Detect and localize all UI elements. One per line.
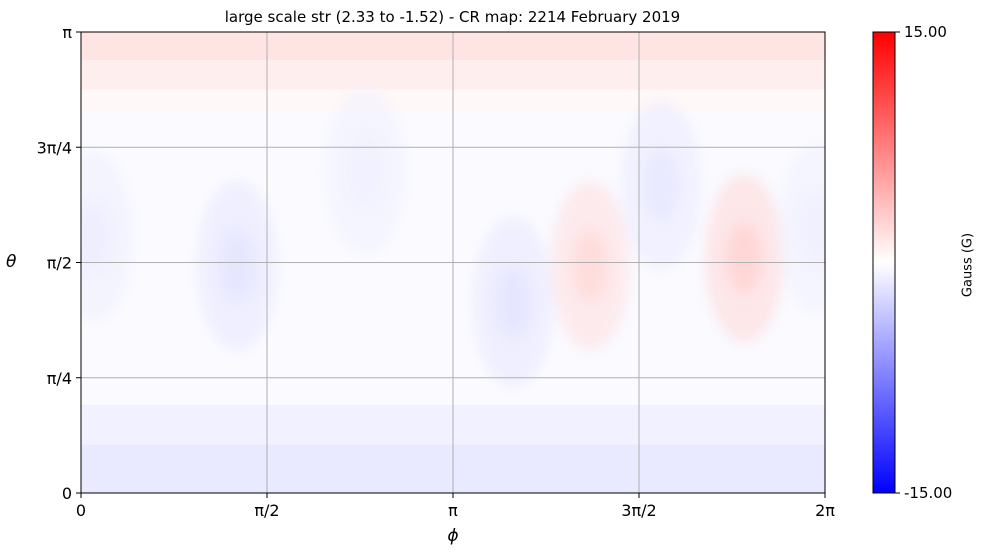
x-tick-label-2: π <box>448 501 458 520</box>
y-tick-label-2: π/2 <box>47 254 72 273</box>
y-tick-label-3: 3π/4 <box>37 138 72 157</box>
y-tick-label-1: π/4 <box>47 369 72 388</box>
chart-title: large scale str (2.33 to -1.52) - CR map… <box>224 8 681 26</box>
colorbar-min-label: -15.00 <box>904 484 953 502</box>
field-feature-core-4 <box>571 229 609 302</box>
field-feature-core-2 <box>346 134 384 207</box>
x-tick-label-1: π/2 <box>254 501 279 520</box>
field-feature-core-1 <box>219 229 256 302</box>
y-axis-label: θ <box>6 252 17 272</box>
x-tick-label-3: 3π/2 <box>621 501 656 520</box>
field-feature-core-3 <box>495 266 532 339</box>
colorbar <box>872 31 896 494</box>
field-features <box>81 86 825 387</box>
y-tick-label-0: 0 <box>62 484 72 503</box>
y-tick-label-4: π <box>62 23 72 42</box>
axis-ticks: 0 π/2 π 3π/2 2π 0 π/4 π/2 3π/4 π <box>37 23 900 520</box>
x-tick-label-4: 2π <box>815 501 835 520</box>
field-feature-core-5 <box>643 148 680 221</box>
colorbar-max-label: 15.00 <box>904 23 947 41</box>
field-feature-core-7 <box>799 192 825 265</box>
x-tick-label-0: 0 <box>76 501 86 520</box>
x-axis-label: ϕ <box>447 526 459 546</box>
colorbar-label: Gauss (G) <box>960 232 976 298</box>
field-feature-core-6 <box>725 222 763 295</box>
field-feature-core-0 <box>81 200 112 273</box>
